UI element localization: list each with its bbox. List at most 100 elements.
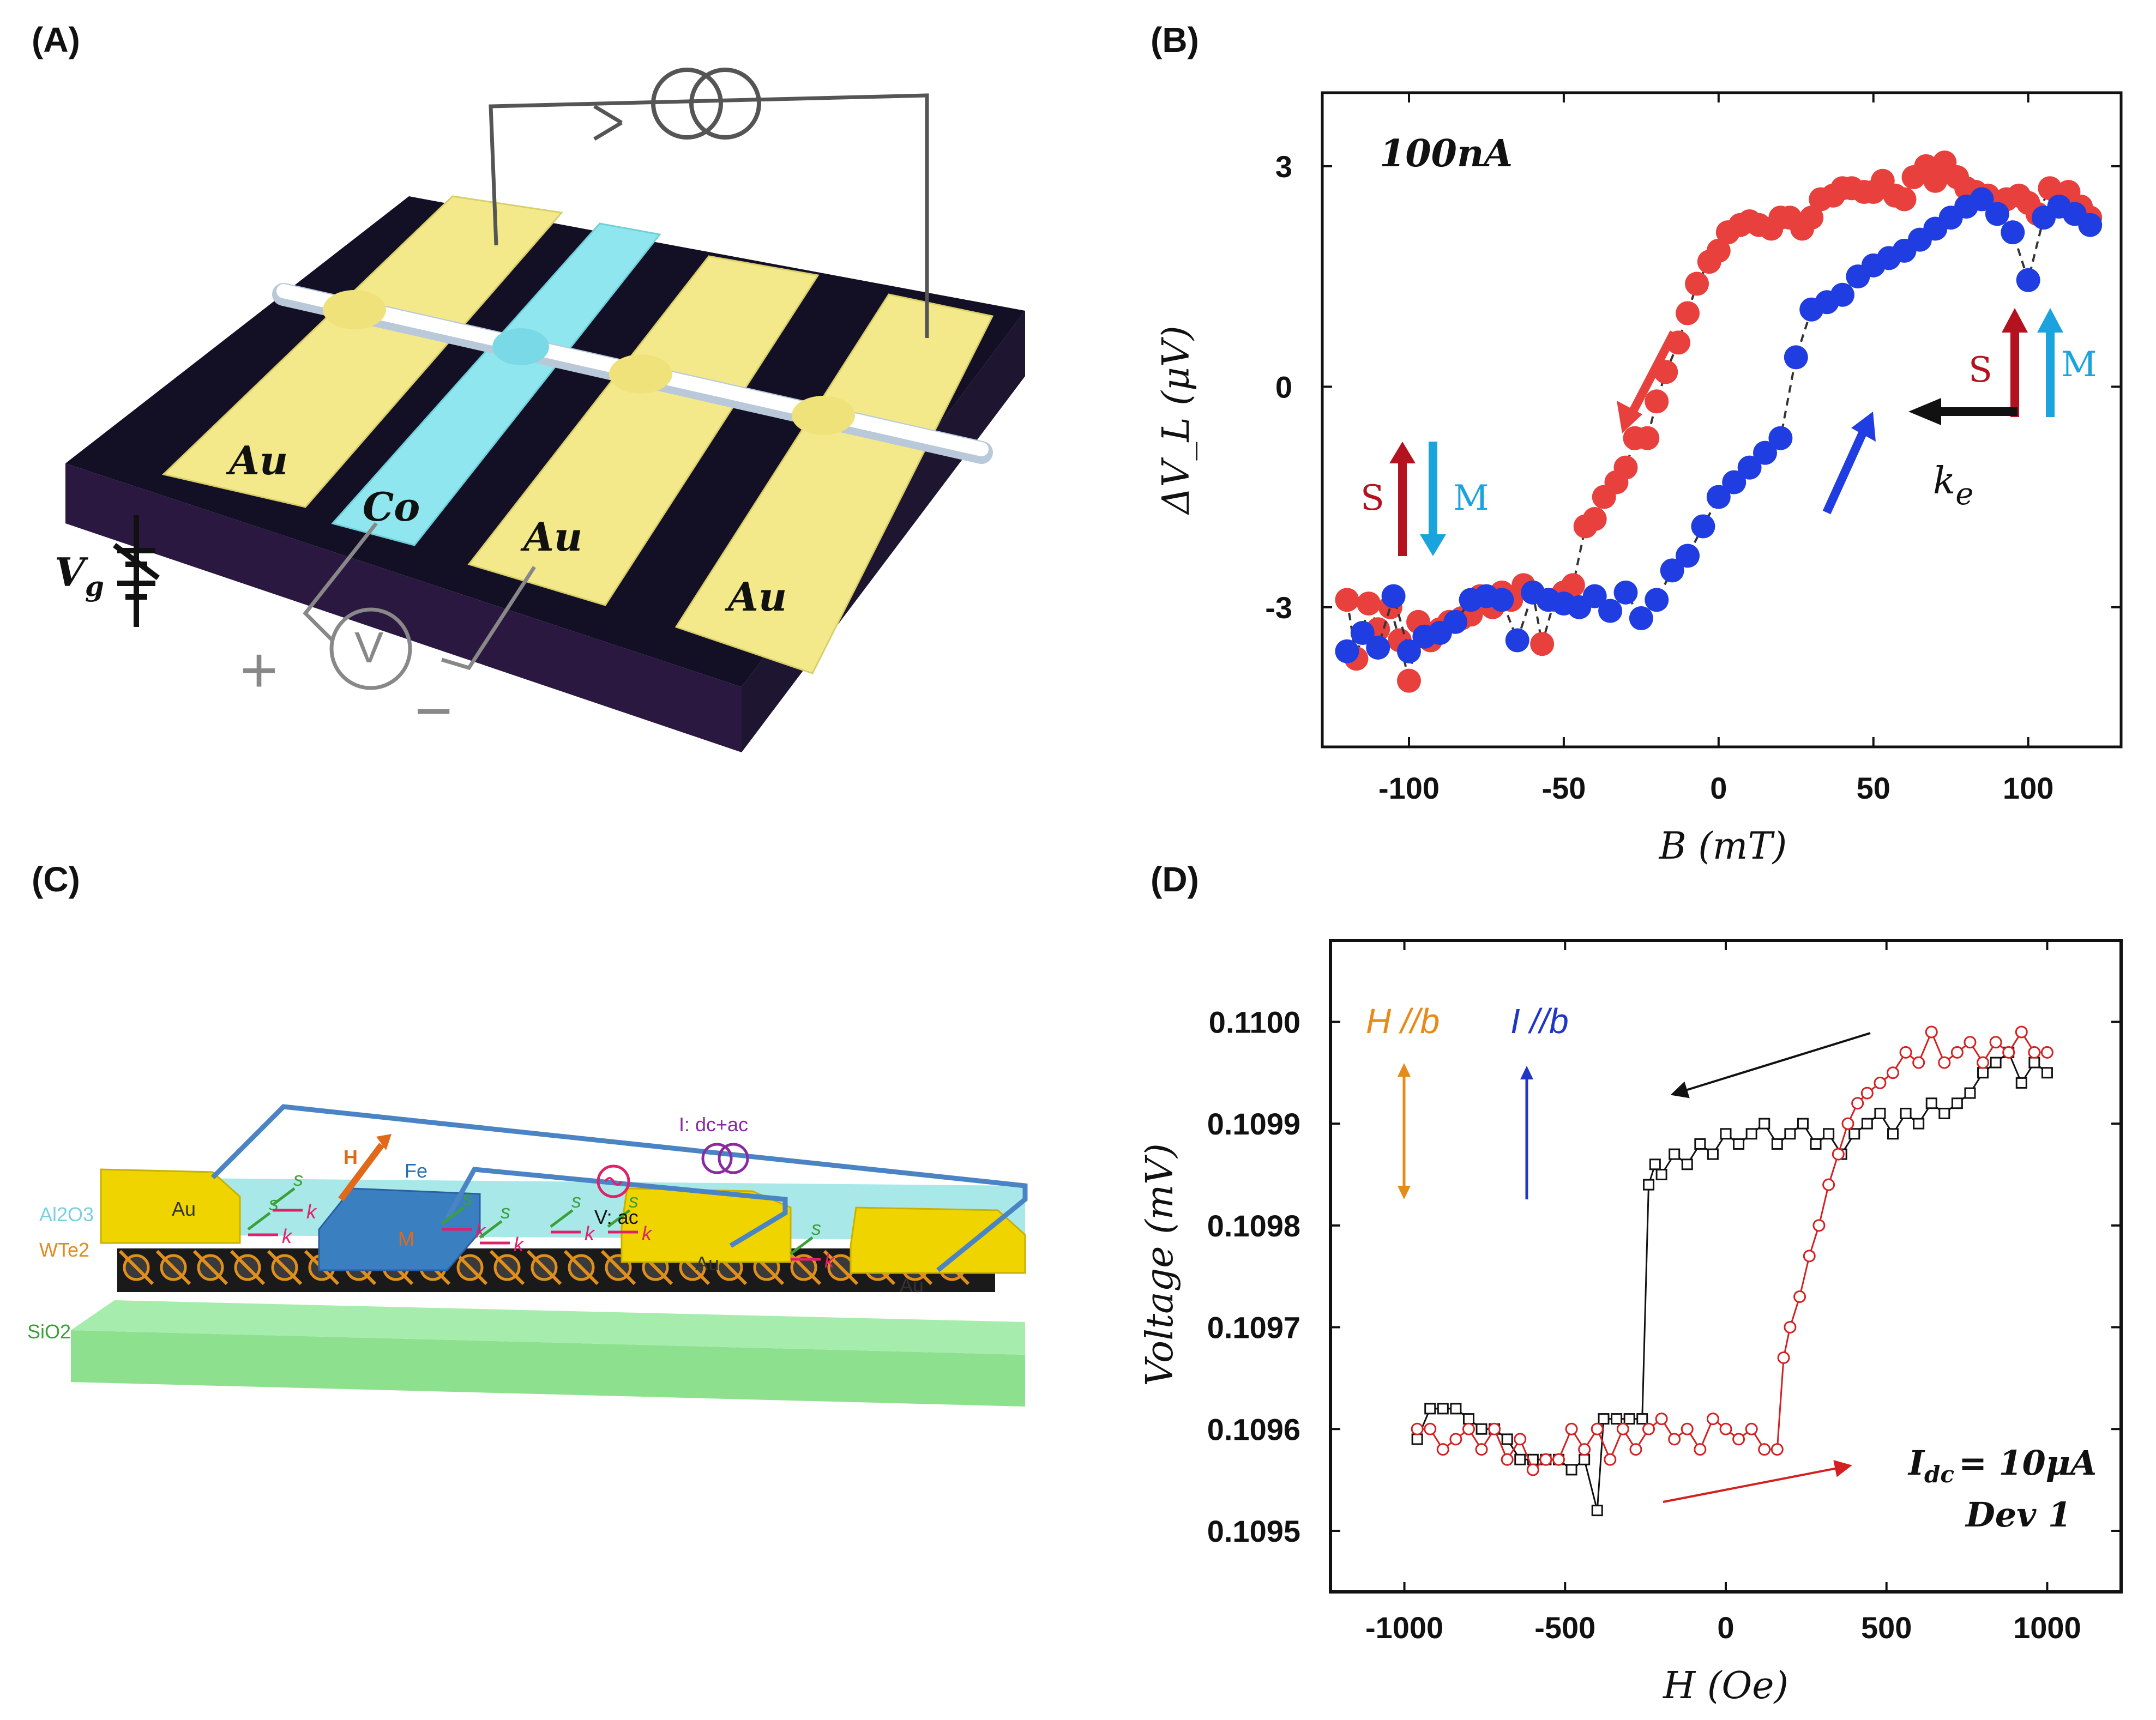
device-annotation: Dev 1 [1965,1495,2071,1535]
data-point [1784,1321,1797,1334]
au-contact-3 [850,1206,1026,1274]
data-point [1616,1422,1629,1435]
data-point [1598,599,1623,623]
data-point [1396,668,1421,693]
data-point [1720,1128,1732,1140]
data-point [1923,168,1948,193]
y-tick-label: 0 [1275,370,1292,404]
gate-battery-icon [113,515,160,627]
ke-label: ke [1933,460,1973,512]
momentum-vector-label: k [585,1222,595,1245]
data-point [1623,1413,1635,1425]
data-point [1450,1403,1462,1415]
data-point [1613,580,1638,605]
data-point [1990,1057,2002,1069]
voltmeter-circuit [303,522,536,690]
data-point [1582,584,1607,608]
data-point [2028,1046,2041,1059]
chart-d-series [1411,1025,2053,1517]
voltage-source-icon [597,1164,630,1198]
current-annotation: 100nA [1380,132,1513,176]
data-point [1694,1443,1707,1456]
data-point [1732,1433,1745,1446]
data-point [1514,1453,1526,1465]
momentum-vector-label: k [642,1222,653,1245]
y-tick-label: 0.1099 [1207,1107,1300,1141]
data-point [1436,1443,1449,1456]
spin-vector-label: s [811,1217,821,1239]
au-contact-1 [100,1168,241,1244]
spin-vector [479,1220,503,1239]
data-point [1591,1505,1603,1517]
data-point [1335,588,1359,612]
data-point [1490,588,1514,612]
data-point [1681,1158,1693,1170]
voltmeter-minus: − [414,674,453,747]
sweep-up-arrow [1663,1460,1852,1503]
data-point [1912,1056,1925,1069]
chart-d-axes: -1000 -500 0 500 1000 0.1095 0.1096 0.1097 0.109… [1207,940,2121,1645]
right-m-label: M [2061,345,2097,385]
data-point [1977,1056,1990,1069]
idc-annotation: Idc = 10μA [1907,1443,2097,1488]
right-spin-arrows [1908,308,2063,425]
data-point [1758,1118,1770,1130]
data-point [1784,345,1808,370]
voltage-label: V: ac [594,1206,639,1228]
voltmeter-icon [329,607,412,690]
data-point [1900,1107,1912,1119]
x-tick-label: -500 [1534,1610,1595,1645]
data-point [1793,1290,1806,1303]
spin-vector [247,1212,271,1230]
data-point [1530,632,1555,656]
data-point [1851,1097,1864,1110]
data-point [1561,573,1585,598]
data-point [1643,1179,1655,1191]
data-point [1660,558,1684,583]
data-point [1655,1413,1668,1426]
panel-c: (C) sksksksksksksk Al2O3 WTe2 SiO2 [27,860,1028,1407]
spin-vector [272,1187,296,1206]
y-tick-label: 0.1096 [1207,1412,1300,1446]
data-point [1777,1351,1790,1365]
chart-d-frame [1329,939,2123,1594]
y-tick-label: 0.1095 [1207,1514,1300,1548]
data-point [1706,485,1731,509]
data-point [1977,1067,1989,1079]
data-point [1964,1087,1976,1099]
data-point [1462,1422,1475,1435]
spin-vector [550,1209,574,1228]
chart-b-frame [1321,91,2123,749]
data-point [1488,1422,1501,1435]
data-point [1642,1422,1655,1435]
data-point [1649,1158,1661,1170]
data-point [1645,389,1669,414]
data-point [1812,1219,1826,1232]
bond [489,1250,525,1286]
data-point [1822,1178,1835,1191]
y-tick-label: 0.1098 [1207,1209,1300,1243]
series-line-0 [1416,1051,2048,1511]
data-point [1887,1128,1899,1140]
chart-d-ylabel: Voltage (mV) [1139,1143,1182,1386]
data-point [1582,507,1607,532]
data-point [2016,268,2040,292]
y-tick-label: 0.1097 [1207,1311,1300,1345]
data-point [1848,1128,1860,1140]
x-tick-label: 0 [1710,771,1727,805]
data-point [1938,1056,1951,1069]
voltmeter-symbol: V [354,623,384,672]
data-point [1604,1453,1617,1466]
y-tick-label: 3 [1275,149,1292,184]
data-point [1694,1138,1706,1150]
panel-b: (B) -100 -50 0 50 100 3 0 -3 100nA S M S M ke [1151,20,2123,868]
bond [118,1250,154,1286]
data-point [1861,1118,1873,1130]
data-point [1832,1148,1845,1161]
data-point [1745,1128,1757,1140]
data-point [1668,1433,1681,1446]
spin-vector [441,1206,465,1225]
co-electrode [331,222,661,546]
nanowire [272,283,993,464]
